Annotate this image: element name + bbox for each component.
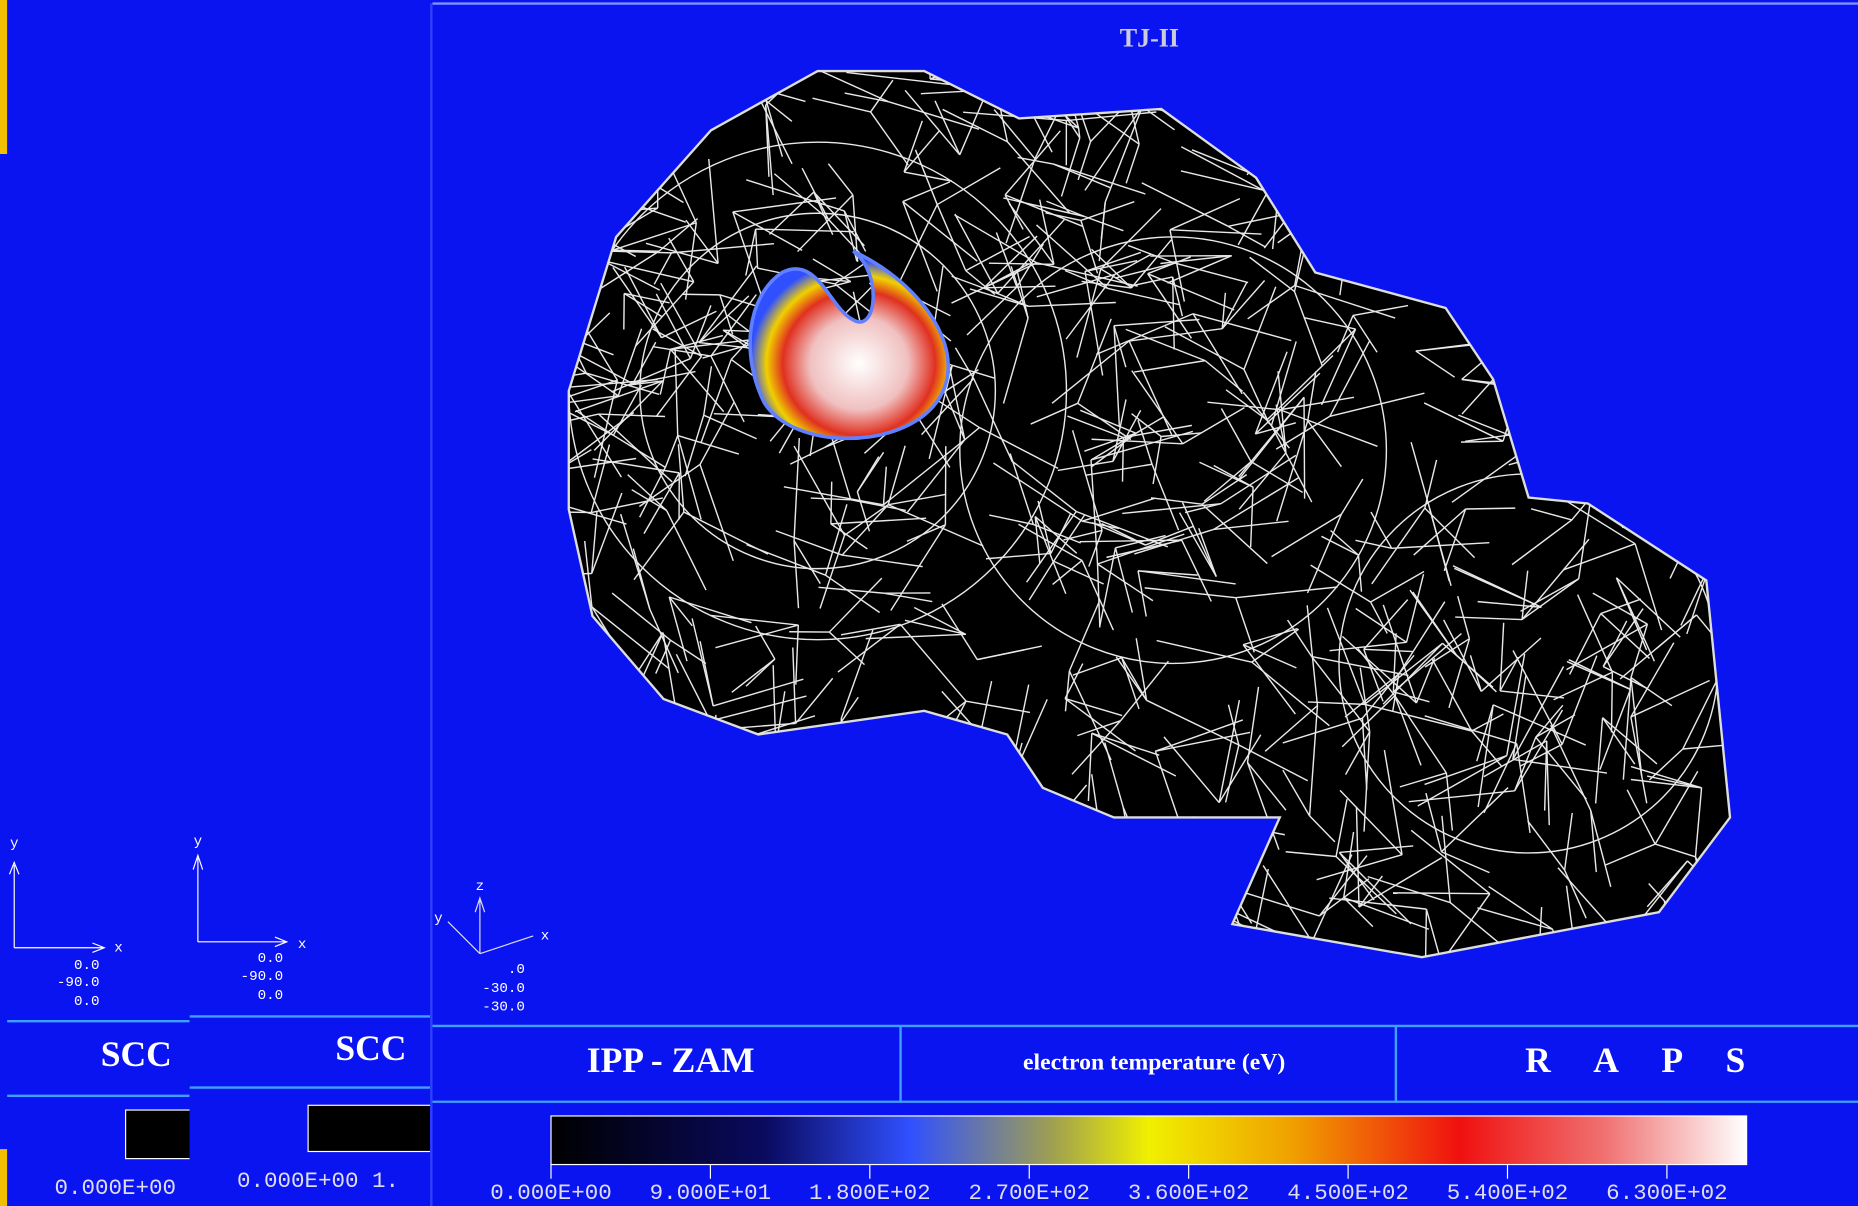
main-window[interactable]: TJ-II z y x .0 -30.0 -30.0 IPP - ZAM ele… (430, 0, 1858, 1206)
axis-label: y (434, 911, 443, 927)
edge-strip (0, 1149, 7, 1206)
colorbar-label: 3.600E+02 (1128, 1180, 1250, 1206)
panel-label: SCC (335, 1028, 406, 1068)
mesh-edge (683, 294, 720, 295)
colorbar-label: 5.400E+02 (1447, 1180, 1569, 1206)
screen: y x 0.0 -90.0 0.0 SCC 0.000E+00 y x 0.0 … (0, 0, 1858, 1206)
axis-label: z (476, 879, 485, 895)
axis-label: x (298, 937, 307, 953)
coord: -90.0 (241, 969, 284, 985)
colorbar-label: 0.000E+00 (490, 1180, 612, 1206)
coord: 0.0 (74, 958, 100, 974)
coord: -30.0 (482, 1000, 525, 1016)
colorbar-label: 2.700E+02 (968, 1180, 1090, 1206)
axis-triad (9, 862, 104, 952)
mesh-edge (1304, 397, 1305, 498)
colorbar-label: 6.300E+02 (1606, 1180, 1728, 1206)
coord: .0 (508, 962, 525, 978)
colorbar-label: 9.000E+01 (650, 1180, 772, 1206)
edge-strip (0, 0, 7, 154)
scale-text: 0.000E+00 (55, 1175, 177, 1201)
mesh-edge (1466, 508, 1516, 509)
axis-label: y (10, 836, 19, 852)
coord: -90.0 (57, 975, 100, 991)
footer-right: R A P S (1525, 1040, 1745, 1080)
coord: 0.0 (74, 994, 100, 1010)
footer-left: IPP - ZAM (587, 1040, 755, 1080)
axis-label: y (194, 834, 203, 850)
colorbar (126, 1110, 197, 1159)
panel-bg (190, 0, 431, 1206)
colorbar-label: 1.800E+02 (809, 1180, 931, 1206)
coord: -30.0 (482, 981, 525, 997)
colorbar (551, 1116, 1747, 1165)
mesh-edge (1461, 441, 1503, 442)
mesh-edge (831, 482, 832, 524)
scale-text: 0.000E+00 1. (237, 1168, 399, 1194)
colorbar (308, 1105, 438, 1151)
coord: 0.0 (258, 951, 284, 967)
footer-center: electron temperature (eV) (1023, 1049, 1285, 1075)
left-panel[interactable]: y x 0.0 -90.0 0.0 SCC 0.000E+00 1. (190, 0, 439, 1206)
coord: 0.0 (258, 988, 284, 1004)
axis-label: x (541, 929, 550, 945)
view-title: TJ-II (1120, 23, 1179, 52)
axis-label: x (114, 940, 123, 956)
colorbar-label: 4.500E+02 (1287, 1180, 1409, 1206)
mesh-edge (1393, 893, 1490, 894)
left-panel[interactable]: y x 0.0 -90.0 0.0 SCC 0.000E+00 (7, 836, 197, 1201)
panel-label: SCC (101, 1034, 172, 1074)
